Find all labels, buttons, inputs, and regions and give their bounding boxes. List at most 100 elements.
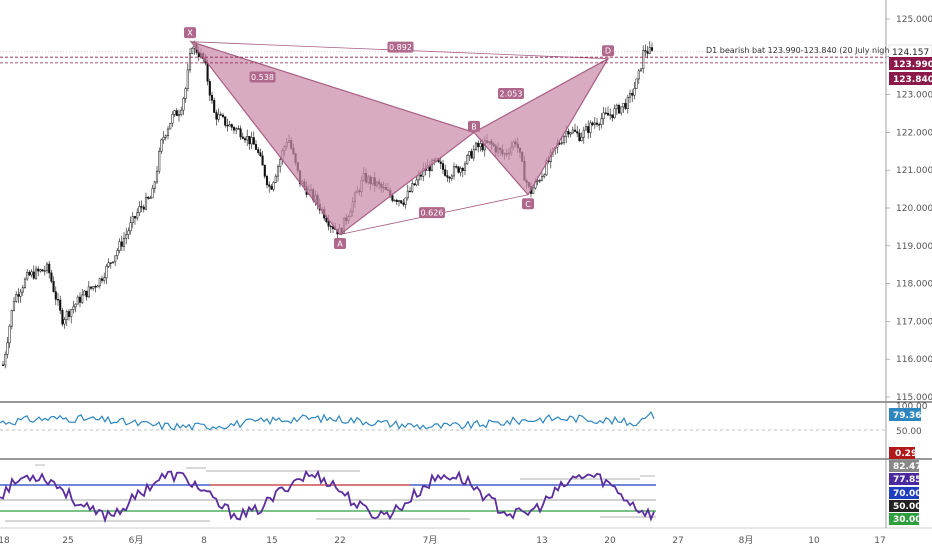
candle-body	[164, 135, 167, 138]
candle-body	[479, 143, 482, 148]
candle-body	[120, 241, 123, 247]
candle-body	[210, 95, 214, 101]
rsi-tick-mid: 50.00	[896, 427, 922, 437]
candle-body	[571, 129, 574, 134]
price-tick-label: 115.000	[896, 393, 932, 403]
osc-tag-top: 82.47	[889, 460, 921, 472]
price-tick-label: 116.000	[896, 355, 932, 365]
candle-body	[28, 271, 31, 276]
candle-body	[642, 50, 645, 69]
price-panel[interactable]: X A B C D 0.538 0.626 2.053 0.892 D1 bearish bat…	[0, 27, 896, 369]
candle-body	[639, 68, 643, 72]
rsi-tag-extra: 0.29	[889, 447, 917, 459]
candle-body	[96, 285, 99, 288]
candle-body	[558, 143, 561, 145]
candle-body	[215, 112, 218, 120]
time-tick-label: 17	[874, 536, 885, 546]
candle-body	[272, 182, 275, 190]
candle-body	[461, 168, 464, 171]
candle-body	[10, 310, 13, 327]
candle-body	[635, 78, 638, 89]
pattern-point-badge[interactable]	[184, 27, 196, 39]
time-axis[interactable]: 18 25 6月 8 15 22 7月 13 20 27 8月 10 17	[0, 535, 886, 546]
candle-body	[206, 62, 209, 82]
candle-body	[241, 136, 244, 139]
time-tick-label: 8月	[739, 535, 754, 546]
rsi-tick-top: 100.00	[896, 402, 928, 412]
candle-body	[611, 114, 614, 118]
candle-body	[158, 151, 161, 172]
candle-body	[129, 222, 132, 232]
pattern-annotation: D1 bearish bat 123.990-123.840 (20 July …	[706, 46, 896, 55]
time-tick-label: 27	[672, 536, 683, 546]
pattern-point-label: D	[605, 47, 611, 56]
rsi-panel[interactable]	[0, 410, 886, 431]
candle-body	[89, 286, 93, 289]
osc-pivot-lines	[5, 464, 656, 522]
candle-body	[63, 319, 66, 325]
candle-body	[397, 200, 401, 202]
price-tick-label: 117.000	[896, 317, 932, 327]
candle-body	[208, 81, 211, 96]
candle-body	[177, 114, 181, 116]
bat-pattern[interactable]: X A B C D 0.538 0.626 2.053 0.892	[184, 27, 614, 249]
candle-body	[463, 163, 467, 171]
candle-body	[184, 88, 187, 99]
pattern-point-badge[interactable]	[522, 198, 534, 210]
svg-text:123.990: 123.990	[893, 60, 932, 70]
candle-body	[6, 342, 9, 355]
pattern-triangle-bcd	[473, 57, 610, 196]
svg-text:124.157: 124.157	[892, 48, 929, 58]
candle-body	[76, 296, 79, 305]
candle-body	[54, 291, 57, 300]
candle-body	[59, 299, 62, 311]
candle-body	[391, 195, 394, 201]
pattern-point-badge[interactable]	[334, 237, 346, 249]
candle-body	[224, 116, 227, 126]
pattern-point-badge[interactable]	[602, 45, 614, 57]
candle-body	[243, 138, 247, 141]
candle-body	[155, 170, 159, 183]
rsi-tag-value: 79.36	[889, 408, 921, 421]
candle-body	[584, 126, 588, 131]
candle-body	[591, 122, 594, 125]
candle-body	[411, 183, 414, 192]
candle-body	[481, 143, 484, 151]
candle-body	[109, 262, 112, 264]
candle-body	[593, 122, 596, 125]
candle-body	[637, 70, 640, 80]
candle-body	[459, 168, 462, 173]
candle-body	[598, 124, 601, 126]
ratio-label: 0.892	[389, 43, 412, 52]
candle-body	[85, 290, 88, 298]
candle-body	[246, 135, 249, 141]
candle-body	[17, 294, 20, 297]
ratio-badge	[387, 41, 414, 53]
candle-body	[472, 149, 475, 159]
price-tag-upper: 123.990	[889, 57, 932, 70]
candle-body	[470, 151, 473, 159]
oscillator-panel[interactable]	[0, 464, 656, 524]
candle-body	[127, 230, 130, 235]
candle-body	[646, 51, 649, 54]
candle-body	[41, 269, 44, 272]
candle-body	[21, 287, 24, 293]
candle-body	[232, 127, 236, 131]
candle-body	[226, 125, 229, 127]
candle-body	[259, 152, 262, 157]
candle-body	[138, 206, 141, 213]
pattern-point-badge[interactable]	[468, 120, 480, 132]
candle-body	[419, 174, 423, 177]
candle-body	[622, 103, 625, 108]
candle-body	[144, 196, 148, 210]
candle-body	[650, 47, 654, 51]
candle-body	[182, 98, 185, 111]
candle-body	[538, 180, 541, 182]
candle-body	[327, 221, 330, 227]
candle-body	[604, 112, 607, 114]
candle-body	[116, 250, 119, 257]
candle-body	[582, 129, 585, 138]
candle-body	[631, 93, 634, 96]
time-tick-label: 8	[201, 536, 207, 546]
